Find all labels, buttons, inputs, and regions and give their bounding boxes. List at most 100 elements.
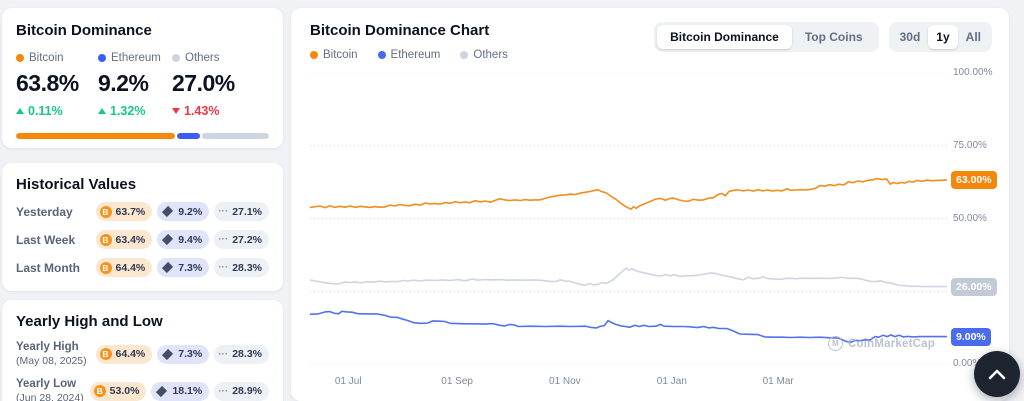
bitcoin-dot-icon [310,51,318,59]
pill-value: 18.1% [172,385,203,397]
legend-item-others: Others [172,52,269,64]
dominance-bar-others [201,133,269,139]
eth-value-pill: 9.4% [157,230,210,249]
eth-value-pill: 7.3% [157,344,210,364]
change-up-icon [16,108,24,114]
pill-value: 28.3% [232,261,262,274]
x-axis-label: 01 Jan [656,376,687,387]
x-axis-label: 01 Nov [548,376,581,387]
row-pills: B 53.0% 18.1% ··· 28.9% [89,381,269,401]
btc-value-pill: B 63.4% [95,230,153,249]
bitcoin-coin-icon: B [99,205,112,218]
dominance-bar-bitcoin [16,133,175,139]
change-value: 0.11% [28,104,63,118]
chart-title: Bitcoin Dominance Chart [310,22,490,39]
range-toggle-group: 30d 1y All [888,22,992,52]
bitcoin-coin-icon: B [99,261,112,274]
others-ellipsis-icon: ··· [218,385,229,397]
btc-value-pill: B 64.4% [95,258,153,277]
left-column: Bitcoin Dominance Bitcoin Ethereum Other… [2,8,283,401]
pill-value: 9.4% [178,233,203,246]
btc-value-pill: B 64.4% [95,344,153,364]
row-pills: B 64.4% 7.3% ··· 28.3% [95,258,269,277]
range-30d-button[interactable]: 30d [892,25,929,49]
ethereum-coin-icon [156,385,168,397]
yearly-low-date: (Jun 28, 2024) [16,392,84,401]
ethereum-change: 1.32% [98,104,172,118]
bitcoin-coin-icon: B [93,385,106,397]
legend-label: Others [185,52,220,64]
legend-label: Others [473,49,508,61]
chart-legend: Bitcoin Ethereum Others [310,49,508,61]
summary-values-row: 63.8% 9.2% 27.0% [16,64,269,97]
row-pills: B 64.4% 7.3% ··· 28.3% [95,344,269,364]
yearly-high-row: Yearly High (May 08, 2025) B 64.4% 7.3% ·… [16,341,269,367]
legend-item-ethereum: Ethereum [98,52,172,64]
others-value-pill: ··· 28.9% [214,381,269,401]
series-line-bitcoin [309,177,948,210]
chart-legend-bitcoin[interactable]: Bitcoin [310,49,358,61]
y-axis-label: 100.00% [953,67,993,78]
eth-value-pill: 18.1% [151,381,210,401]
x-axis-label: 01 Jul [334,376,362,387]
chart-legend-ethereum[interactable]: Ethereum [377,49,441,61]
chart-canvas[interactable] [309,72,948,365]
y-axis-label: 75.00% [953,139,987,151]
eth-value-pill: 7.3% [157,258,210,277]
bitcoin-coin-icon: B [99,348,112,360]
x-axis-label: 01 Sep [441,376,473,387]
dominance-chart-card: Bitcoin Dominance Chart Bitcoin Ethereum… [291,8,1009,401]
pill-value: 27.1% [232,205,262,218]
row-pills: B 63.4% 9.4% ··· 27.2% [95,230,269,249]
toggle-bitcoin-dominance[interactable]: Bitcoin Dominance [657,25,792,49]
historical-row-last-week: Last Week B 63.4% 9.4% ··· 27.2% [16,230,269,249]
pill-value: 63.7% [115,205,146,218]
others-value-pill: ··· 28.3% [214,258,269,277]
chart-plot-area[interactable]: M CoinMarketCap [309,72,948,365]
range-all-button[interactable]: All [958,25,989,49]
ethereum-coin-icon [162,205,174,218]
chart-legend-others[interactable]: Others [460,49,508,61]
historical-card-title: Historical Values [16,176,137,193]
historical-values-card: Historical Values Yesterday B 63.7% 9.2% … [2,163,283,291]
scroll-to-top-button[interactable] [974,351,1020,397]
bitcoin-change: 0.11% [16,104,98,118]
yearly-high-date: (May 08, 2025) [16,355,87,367]
current-value-badge-ethereum: 9.00% [951,327,991,346]
range-1y-button[interactable]: 1y [928,25,958,49]
row-pills: B 63.7% 9.2% ··· 27.1% [95,202,269,221]
others-dot-icon [172,54,180,62]
y-axis-label: 50.00% [953,212,987,224]
yearly-low-row: Yearly Low (Jun 28, 2024) B 53.0% 18.1% ·… [16,378,269,401]
pill-value: 7.3% [178,348,203,360]
bitcoin-coin-icon: B [99,233,112,246]
row-label: Yearly High (May 08, 2025) [16,341,96,367]
view-toggle-group: Bitcoin Dominance Top Coins [654,22,879,52]
current-value-badge-bitcoin: 63.00% [951,171,997,190]
historical-row-last-month: Last Month B 64.4% 7.3% ··· 28.3% [16,258,269,277]
eth-value-pill: 9.2% [157,202,210,221]
coinmarketcap-watermark: M CoinMarketCap [828,336,935,351]
pill-value: 64.4% [115,261,146,274]
ethereum-coin-icon [162,261,174,274]
summary-legend-row: Bitcoin Ethereum Others [16,52,269,64]
ethereum-coin-icon [162,233,174,246]
legend-label: Bitcoin [323,49,358,61]
yearly-card-title: Yearly High and Low [16,313,163,330]
toggle-top-coins[interactable]: Top Coins [792,25,876,49]
summary-changes-row: 0.11% 1.32% 1.43% [16,97,269,118]
change-up-icon [98,108,106,114]
legend-label: Ethereum [111,52,161,64]
pill-value: 9.2% [178,205,203,218]
others-ellipsis-icon: ··· [218,234,229,245]
others-value-pill: ··· 27.1% [214,202,269,221]
row-label: Yesterday [16,204,73,219]
others-value-pill: ··· 27.2% [214,230,269,249]
row-label: Last Week [16,232,76,247]
dominance-bar-ethereum [176,133,200,139]
others-dominance-value: 27.0% [172,70,235,96]
legend-label: Ethereum [390,49,441,61]
coinmarketcap-logo-icon: M [828,336,843,351]
y-axis-label: 0.00% [953,358,982,369]
